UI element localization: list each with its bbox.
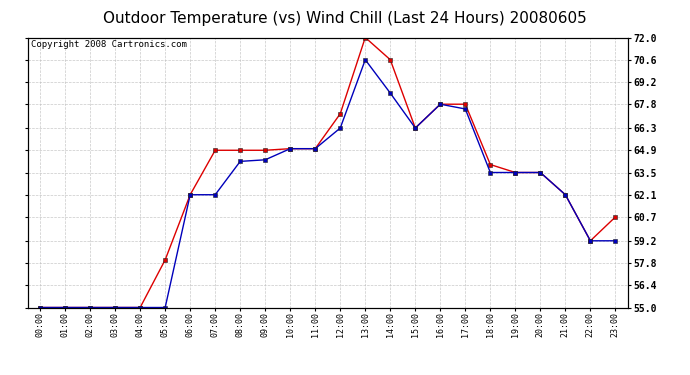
Text: Outdoor Temperature (vs) Wind Chill (Last 24 Hours) 20080605: Outdoor Temperature (vs) Wind Chill (Las… [103, 11, 587, 26]
Text: Copyright 2008 Cartronics.com: Copyright 2008 Cartronics.com [30, 40, 186, 49]
